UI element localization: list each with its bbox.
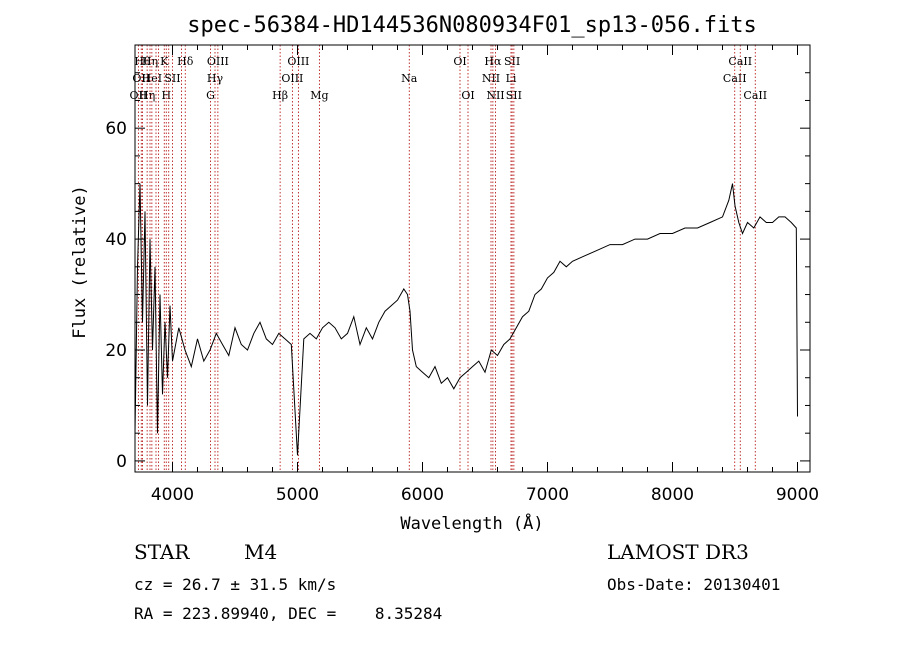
line-label: HeI	[142, 72, 162, 85]
plot-frame	[134, 44, 811, 473]
obs-date-readout: Obs-Date: 20130401	[607, 575, 781, 594]
line-label: NII	[486, 89, 504, 102]
x-tick-label: 8000	[651, 485, 694, 505]
line-label: OII	[132, 72, 150, 85]
y-tick-label: 20	[105, 341, 127, 361]
line-label: CaII	[743, 89, 767, 102]
x-tick-label: 9000	[776, 485, 819, 505]
spectrum-line	[134, 183, 798, 456]
axis-ticks: 4000 5000 6000 7000 8000 9000 0 20 40 60	[105, 45, 819, 505]
line-label: Hγ	[207, 72, 224, 85]
line-label: SII	[504, 55, 520, 68]
line-label: NII	[482, 72, 500, 85]
spectral-lines: OIIOIIHθHηHηHeIKHSIIHδGHγOIIIHβOIIIOIIIM…	[130, 45, 767, 472]
spectrum-series	[134, 183, 798, 456]
line-label: Na	[401, 72, 418, 85]
coordinates-readout: RA = 223.89940, DEC = 8.35284	[134, 604, 443, 623]
x-tick-label: 7000	[526, 485, 569, 505]
line-label: Mg	[310, 89, 328, 102]
line-label: SII	[164, 72, 180, 85]
subclass-label: M4	[244, 540, 278, 564]
x-tick-label: 5000	[276, 485, 319, 505]
line-label: G	[206, 89, 215, 102]
x-tick-label: 4000	[151, 485, 194, 505]
line-label: Hθ	[134, 55, 151, 68]
line-label: Hδ	[177, 55, 194, 68]
line-label: OIII	[287, 55, 309, 68]
line-label: Li	[506, 72, 517, 85]
y-tick-label: 40	[105, 230, 127, 250]
survey-label: LAMOST DR3	[607, 540, 749, 564]
y-axis-label: Flux (relative)	[70, 185, 90, 339]
y-tick-label: 0	[116, 452, 127, 472]
redshift-readout: cz = 26.7 ± 31.5 km/s	[134, 575, 337, 594]
chart-title: spec-56384-HD144536N080934F01_sp13-056.f…	[187, 13, 757, 38]
line-label: K	[160, 55, 169, 68]
line-label: Hη	[139, 89, 155, 102]
line-label: OI	[461, 89, 474, 102]
line-label: Hη	[142, 55, 158, 68]
x-tick-label: 6000	[401, 485, 444, 505]
line-label: OIII	[281, 72, 303, 85]
line-label: Hα	[484, 55, 502, 68]
line-label: H	[161, 89, 171, 102]
line-label: OIII	[207, 55, 229, 68]
line-label: SII	[506, 89, 522, 102]
y-tick-label: 60	[105, 119, 127, 139]
class-label: STAR	[134, 540, 190, 564]
line-label: OI	[453, 55, 466, 68]
x-axis-label: Wavelength (Å)	[400, 512, 543, 534]
line-label: CaII	[723, 72, 747, 85]
line-label: CaII	[728, 55, 752, 68]
line-label: Hβ	[272, 89, 288, 102]
